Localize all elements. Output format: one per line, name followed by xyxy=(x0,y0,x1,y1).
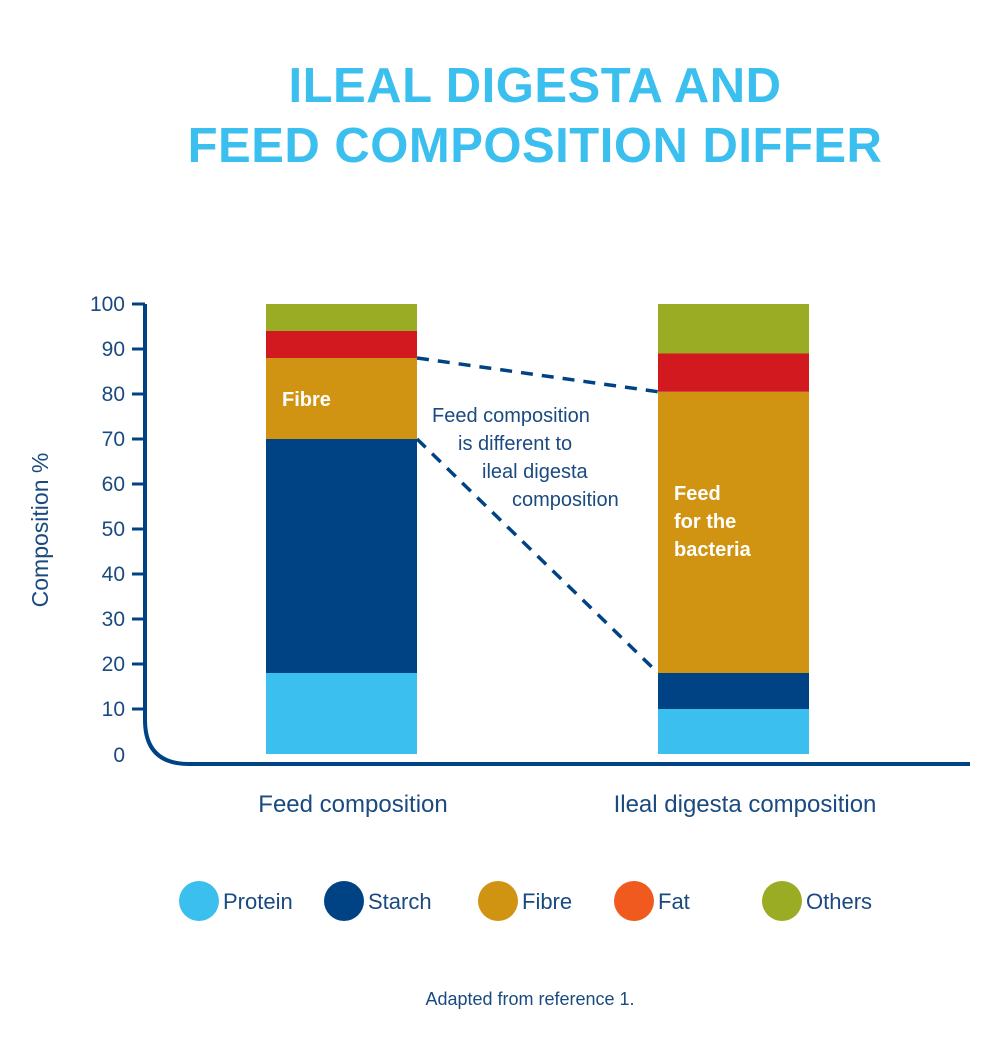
y-tick-label: 90 xyxy=(102,338,125,361)
bar-segment-starch xyxy=(266,439,417,673)
legend-label-fat: Fat xyxy=(658,889,690,914)
legend-swatch-fat xyxy=(614,881,654,921)
legend-label-fibre: Fibre xyxy=(522,889,572,914)
y-tick-label: 0 xyxy=(113,744,125,767)
y-tick-label: 80 xyxy=(102,383,125,406)
legend-label-others: Others xyxy=(806,889,872,914)
source-note: Adapted from reference 1. xyxy=(425,989,634,1009)
digesta-fibre-label-line: bacteria xyxy=(674,539,752,561)
legend-swatch-starch xyxy=(324,881,364,921)
feed-fibre-label: Fibre xyxy=(282,389,331,411)
x-category-label: Feed composition xyxy=(258,791,447,818)
y-tick-label: 70 xyxy=(102,428,125,451)
y-tick-label: 100 xyxy=(90,293,125,316)
y-tick-label: 60 xyxy=(102,473,125,496)
bar-segment-protein xyxy=(658,709,809,754)
bar-segment-fat xyxy=(658,353,809,392)
comparison-annotation-line: ileal digesta xyxy=(482,461,589,483)
digesta-fibre-label-line: Feed xyxy=(674,483,721,505)
y-tick-label: 40 xyxy=(102,563,125,586)
legend-swatch-protein xyxy=(179,881,219,921)
digesta-fibre-label-line: for the xyxy=(674,511,736,533)
fibre-bottom-connector xyxy=(415,437,660,675)
chart-title-line-2: FEED COMPOSITION DIFFER xyxy=(187,119,883,173)
y-tick-label: 20 xyxy=(102,653,125,676)
axis-line xyxy=(143,304,970,766)
comparison-annotation-line: composition xyxy=(512,489,619,511)
legend-swatch-others xyxy=(762,881,802,921)
bar-segment-fat xyxy=(266,331,417,358)
y-tick-label: 50 xyxy=(102,518,125,541)
bar-segment-others xyxy=(266,304,417,331)
y-tick-label: 10 xyxy=(102,698,125,721)
chart-title-line-1: ILEAL DIGESTA AND xyxy=(288,59,782,113)
comparison-annotation-line: Feed composition xyxy=(432,405,590,427)
y-axis-label: Composition % xyxy=(27,453,53,608)
bar-segment-others xyxy=(658,304,809,354)
x-category-label: Ileal digesta composition xyxy=(614,791,877,818)
legend-label-protein: Protein xyxy=(223,889,293,914)
y-tick-label: 30 xyxy=(102,608,125,631)
fibre-top-connector xyxy=(416,356,659,394)
bar-segment-protein xyxy=(266,673,417,754)
bar-segment-fibre xyxy=(658,391,809,673)
legend-swatch-fibre xyxy=(478,881,518,921)
bar-segment-starch xyxy=(658,673,809,709)
bar-segment-fibre xyxy=(266,358,417,439)
legend-label-starch: Starch xyxy=(368,889,432,914)
comparison-annotation-line: is different to xyxy=(458,433,572,455)
